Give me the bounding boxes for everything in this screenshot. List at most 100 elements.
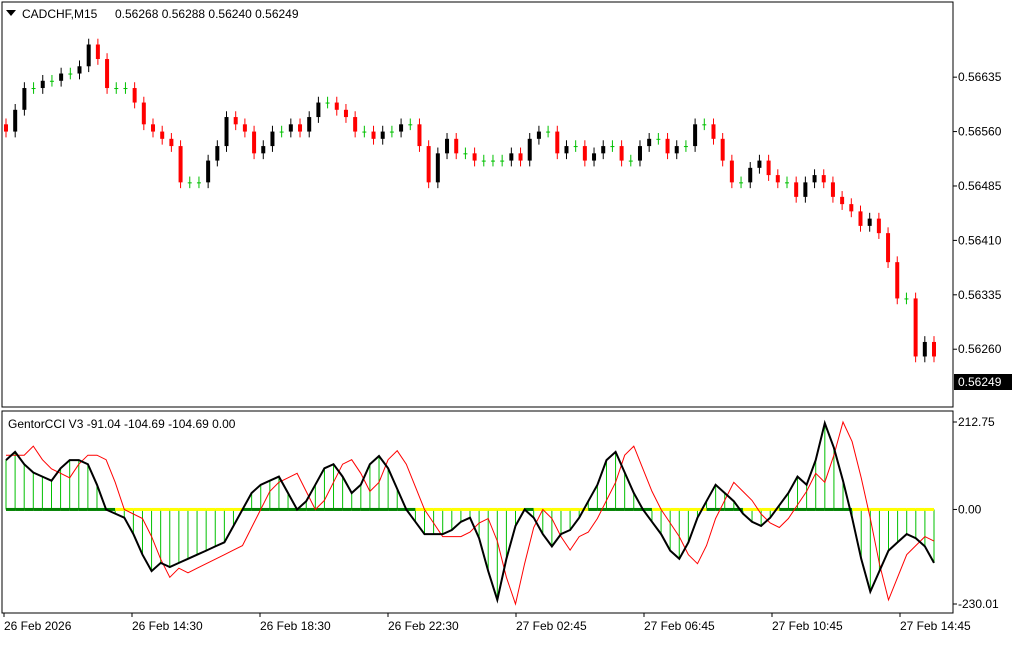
candle	[59, 67, 64, 87]
candle	[518, 147, 523, 167]
candle	[904, 292, 909, 305]
candle	[279, 125, 284, 138]
candle-body	[812, 175, 817, 183]
candle	[812, 169, 817, 189]
candle-body	[151, 124, 156, 132]
candle-body	[49, 80, 54, 82]
dropdown-triangle-icon[interactable]	[6, 10, 16, 16]
candle-body	[417, 124, 422, 147]
time-tick-label: 26 Feb 2026	[4, 619, 72, 633]
candle	[86, 38, 91, 73]
candle	[876, 212, 881, 239]
candle-body	[463, 153, 468, 155]
candle	[509, 147, 514, 167]
candle	[582, 140, 587, 167]
candle-body	[610, 146, 615, 148]
candle	[500, 154, 505, 167]
candle	[445, 133, 450, 160]
candle-body	[592, 153, 597, 161]
candle-body	[298, 124, 303, 132]
candle	[886, 227, 891, 268]
candle	[380, 125, 385, 145]
candle	[224, 111, 229, 152]
price-panel[interactable]	[1, 1, 954, 408]
candle	[720, 133, 725, 167]
candle-body	[132, 88, 137, 103]
candle-body	[114, 88, 119, 90]
candle	[307, 111, 312, 138]
candle-body	[169, 138, 174, 147]
candle	[821, 169, 826, 189]
candle-body	[886, 233, 891, 263]
candle-body	[555, 131, 560, 154]
indicator-panel[interactable]	[1, 410, 954, 614]
candle	[527, 133, 532, 167]
candle	[619, 140, 624, 167]
candle-body	[830, 182, 835, 197]
candle	[858, 205, 863, 232]
candle-body	[913, 298, 918, 357]
candle	[647, 133, 652, 152]
candle-body	[206, 160, 211, 183]
candle	[573, 140, 578, 152]
indicator-group	[5, 419, 935, 606]
candle-body	[794, 182, 799, 197]
candle	[77, 60, 82, 80]
candle	[105, 53, 110, 94]
candle-body	[858, 211, 863, 226]
candle	[665, 133, 670, 160]
candle-body	[445, 138, 450, 154]
candle-body	[601, 146, 606, 154]
time-axis: 26 Feb 2026 26 Feb 14:30 26 Feb 18:30 26 Fe…	[3, 613, 971, 633]
candle	[435, 147, 440, 189]
ohlc-label: 0.56268 0.56288 0.56240 0.56249	[115, 7, 299, 21]
candle	[408, 118, 413, 131]
candle	[794, 176, 799, 203]
candle	[601, 140, 606, 160]
candle	[68, 67, 73, 80]
candle	[343, 104, 348, 123]
candle	[426, 140, 431, 189]
candle	[169, 133, 174, 152]
time-tick-label: 26 Feb 18:30	[260, 619, 331, 633]
price-tick-label: 0.56260	[958, 342, 1002, 356]
time-tick-label: 27 Feb 14:45	[900, 619, 971, 633]
candle-body	[536, 131, 541, 139]
candle	[913, 292, 918, 363]
candle-body	[895, 262, 900, 299]
candle-body	[757, 160, 762, 168]
candle	[922, 336, 927, 363]
candle	[160, 125, 165, 145]
candle-body	[803, 182, 808, 197]
candle	[261, 140, 266, 160]
candle-body	[86, 44, 91, 67]
candle-body	[821, 175, 826, 183]
candle	[13, 104, 18, 138]
candle-body	[711, 124, 716, 139]
candle	[592, 147, 597, 167]
candle-body	[647, 138, 652, 147]
candle	[748, 162, 753, 189]
candle-body	[389, 131, 394, 133]
candle-body	[518, 153, 523, 161]
candle-body	[399, 124, 404, 132]
candle-body	[693, 124, 698, 147]
time-tick-label: 27 Feb 10:45	[772, 619, 843, 633]
candle	[270, 125, 275, 152]
candle	[555, 125, 560, 160]
candle	[399, 118, 404, 138]
candle-body	[454, 138, 459, 154]
candle	[729, 154, 734, 189]
candle	[481, 154, 486, 167]
candle	[206, 154, 211, 189]
price-axis: 0.56635 0.56560 0.56485 0.56410 0.56335 0.562…	[953, 70, 1002, 611]
signal-line	[6, 420, 935, 606]
candle-body	[270, 131, 275, 147]
candle-body	[187, 182, 192, 184]
candle-body	[564, 146, 569, 154]
candle	[353, 111, 358, 138]
candle-body	[904, 298, 909, 300]
candle-body	[922, 341, 927, 357]
